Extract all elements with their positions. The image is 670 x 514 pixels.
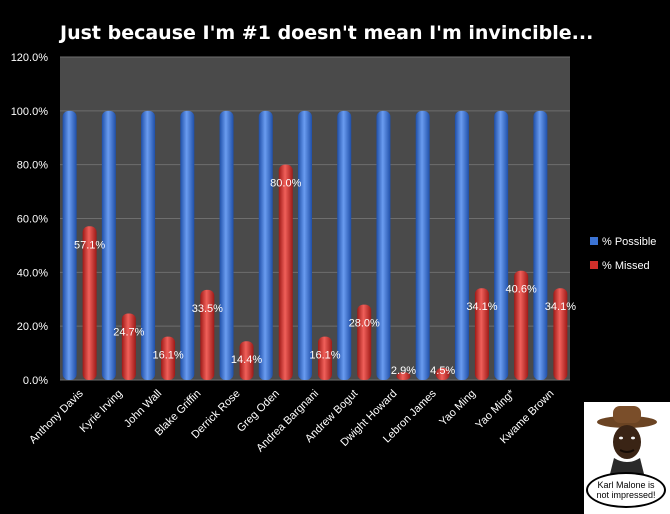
bar-possible [376, 110, 391, 380]
bar-missed [161, 336, 176, 380]
bar-possible [141, 110, 156, 380]
bar-possible [533, 110, 548, 380]
bar-missed [278, 164, 293, 380]
data-label: 14.4% [231, 354, 262, 366]
bar-possible [298, 110, 312, 380]
legend: % Possible % Missed [590, 236, 656, 272]
data-label: 24.7% [113, 327, 144, 339]
y-tick-label: 20.0% [17, 321, 48, 333]
data-labels: 57.1% 24.7% 16.1% 33.5% 14.4% 80.0% 16.1% 28.0%… [74, 178, 576, 377]
bar-missed [553, 288, 568, 380]
y-tick-label: 0.0% [23, 375, 48, 387]
data-label: 33.5% [192, 303, 223, 315]
speech-bubble: Karl Malone is not impressed! [586, 472, 666, 508]
data-label: 16.1% [309, 350, 340, 362]
bar-missed [239, 341, 254, 380]
y-tick-label: 100.0% [11, 106, 49, 118]
y-tick-label: 40.0% [17, 267, 48, 279]
x-category-label: Kyrie Irving [78, 388, 125, 435]
data-label: 34.1% [545, 301, 576, 313]
data-label: 16.1% [152, 350, 183, 362]
y-axis-ticks: 0.0% 20.0% 40.0% 60.0% 80.0% 100.0% 120.0% [11, 52, 49, 387]
legend-label: % Missed [602, 260, 650, 272]
legend-swatch [590, 261, 598, 269]
bar-possible [101, 110, 116, 380]
bar-missed [514, 270, 529, 380]
legend-swatch [590, 237, 598, 245]
cowboy-portrait-icon [597, 406, 657, 474]
data-label: 40.6% [506, 284, 537, 296]
data-label: 57.1% [74, 239, 105, 251]
data-label: 80.0% [270, 178, 301, 190]
karl-malone-panel: Karl Malone is not impressed! [584, 402, 670, 514]
bar-possible [180, 110, 195, 380]
bar-missed [435, 367, 450, 380]
bar-possible [258, 110, 273, 380]
data-label: 28.0% [349, 318, 380, 330]
bar-possible [415, 110, 430, 380]
bar-missed [396, 372, 411, 380]
legend-label: % Possible [602, 236, 656, 248]
x-category-label: Anthony Davis [27, 387, 86, 446]
bar-possible [494, 110, 509, 380]
bar-missed [357, 304, 372, 380]
bar-missed [318, 336, 332, 380]
bar-missed [121, 313, 136, 380]
y-tick-label: 60.0% [17, 214, 48, 226]
bar-missed [200, 289, 215, 380]
chart-title: Just because I'm #1 doesn't mean I'm inv… [58, 22, 593, 44]
bars [62, 110, 568, 380]
bar-missed [82, 226, 97, 380]
bar-possible [219, 110, 234, 380]
data-label: 4.5% [430, 365, 455, 377]
bar-possible [454, 110, 469, 380]
y-tick-label: 120.0% [11, 52, 49, 64]
data-label: 2.9% [391, 365, 416, 377]
bar-possible [62, 110, 77, 380]
bar-missed [474, 288, 489, 380]
y-tick-label: 80.0% [17, 160, 48, 172]
bar-possible [337, 110, 352, 380]
data-label: 34.1% [466, 301, 497, 313]
x-category-label: Yao Ming [437, 388, 478, 429]
